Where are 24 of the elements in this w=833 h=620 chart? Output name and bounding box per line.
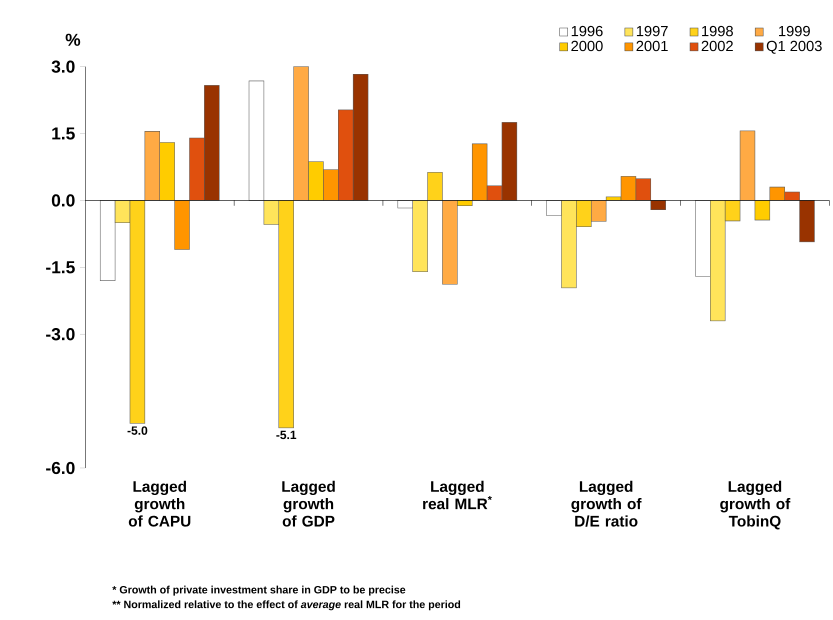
y-tick-label: 3.0 [52,60,75,73]
legend-label: Q1 2003 [766,40,822,54]
x-tick-label: Lagged growth of CAPU [128,480,190,527]
y-tick-label: -1.5 [46,261,75,274]
data-label: -5.1 [276,430,296,440]
legend-label: 2000 [571,40,603,52]
x-tick-label: Lagged growth of TobinQ [720,480,790,530]
legend-label: 1996 [572,26,603,36]
y-tick-label: -3.0 [46,328,75,340]
y-tick-label: 1.5 [52,128,75,140]
text: ** Normalized relative to the effect of average real MLR for the period [112,600,460,610]
y-axis-title: % [66,34,80,46]
x-tick-label: Lagged growth of GDP [282,480,335,527]
legend-label: 2002 [702,40,733,52]
legend-label: 1998 [702,26,733,36]
x-tick-label: Lagged real MLR$^{*}$ [423,480,492,510]
legend-label: 1999 [779,26,810,36]
legend-label: 1997 [636,26,668,36]
text: * Growth of private investment share in GDP to be precise [112,586,406,596]
data-label: -5.0 [128,426,148,435]
y-tick-label: -6.0 [46,462,75,474]
legend-label: 2001 [636,40,668,52]
y-tick-label: 0.0 [52,194,75,207]
x-tick-label: Lagged growth of D/E ratio [571,480,642,527]
